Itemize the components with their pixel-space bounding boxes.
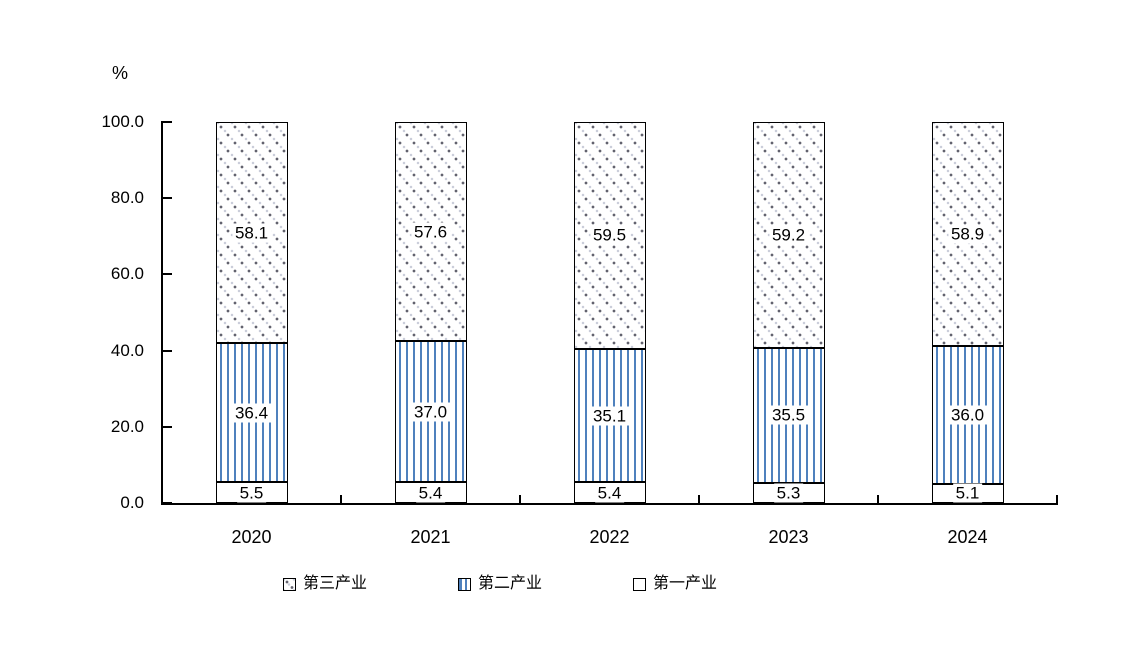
x-axis-tick bbox=[877, 495, 879, 504]
y-axis-tick-label: 0.0 bbox=[120, 493, 144, 512]
y-axis-tick-label: 80.0 bbox=[110, 188, 144, 208]
data-label-第一产业: 5.1 bbox=[952, 483, 983, 503]
data-label-第一产业: 5.3 bbox=[773, 483, 804, 503]
bar-segment-第二产业 bbox=[931, 346, 1004, 484]
legend-item-secondary-industry: 第二产业 bbox=[458, 574, 542, 594]
y-axis-tick bbox=[163, 121, 172, 123]
data-label-第一产业: 5.5 bbox=[236, 483, 267, 503]
legend-swatch-stripes bbox=[458, 577, 471, 591]
legend-item-primary-industry: 第一产业 bbox=[633, 574, 717, 594]
data-label-第一产业: 5.4 bbox=[415, 483, 446, 503]
x-axis-line bbox=[161, 503, 1058, 505]
x-axis-category-label: 2022 bbox=[589, 527, 630, 547]
x-axis-category-label: 2023 bbox=[768, 527, 809, 547]
y-axis-tick bbox=[163, 273, 172, 276]
data-label-第三产业: 58.9 bbox=[947, 224, 988, 244]
legend-label: 第一产业 bbox=[653, 575, 718, 592]
y-axis-tick bbox=[163, 502, 172, 504]
data-label-第一产业: 5.4 bbox=[594, 483, 625, 503]
data-label-第三产业: 59.2 bbox=[768, 225, 809, 245]
x-axis-tick bbox=[1056, 495, 1058, 504]
x-axis-tick bbox=[519, 495, 521, 504]
y-axis-tick bbox=[163, 349, 172, 352]
legend-label: 第二产业 bbox=[478, 575, 543, 592]
y-axis-line bbox=[161, 121, 163, 505]
y-axis-tick-label: 60.0 bbox=[110, 264, 144, 284]
y-axis-tick bbox=[163, 425, 172, 428]
y-axis-tick-label: 100.0 bbox=[101, 112, 144, 131]
data-label-第二产业: 36.4 bbox=[231, 403, 272, 423]
data-label-第三产业: 59.5 bbox=[589, 225, 630, 245]
data-label-第二产业: 35.1 bbox=[589, 406, 630, 426]
data-label-第二产业: 36.0 bbox=[947, 405, 988, 425]
legend-label: 第三产业 bbox=[303, 575, 368, 592]
x-axis-category-label: 2021 bbox=[410, 527, 451, 547]
y-axis-unit-label: % bbox=[112, 63, 129, 83]
legend-swatch-plain bbox=[633, 577, 646, 591]
y-axis-tick bbox=[163, 197, 172, 200]
x-axis-category-label: 2020 bbox=[231, 527, 272, 547]
x-axis-category-label: 2024 bbox=[947, 527, 988, 547]
legend-item-tertiary-industry: 第三产业 bbox=[283, 574, 367, 594]
data-label-第三产业: 58.1 bbox=[231, 223, 272, 243]
data-label-第二产业: 35.5 bbox=[768, 405, 809, 425]
y-axis-tick-label: 20.0 bbox=[110, 416, 144, 436]
data-label-第二产业: 37.0 bbox=[410, 402, 451, 422]
y-axis-tick-label: 40.0 bbox=[110, 340, 144, 360]
data-label-第三产业: 57.6 bbox=[410, 222, 451, 242]
x-axis-tick bbox=[698, 495, 700, 504]
x-axis-tick bbox=[340, 495, 342, 504]
legend-swatch-dots bbox=[283, 577, 296, 591]
